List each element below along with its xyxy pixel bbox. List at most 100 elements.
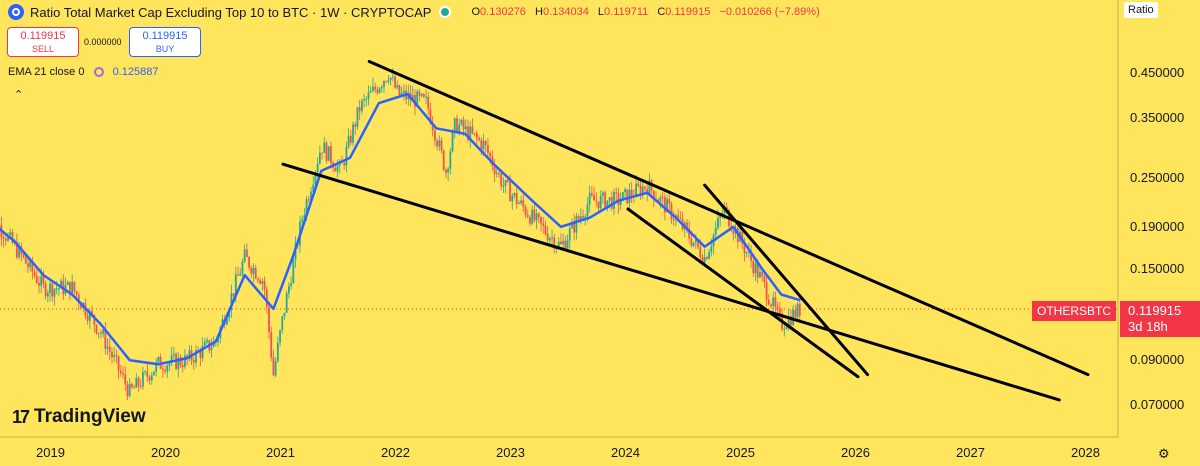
candle-body xyxy=(77,294,80,303)
x-tick-label: 2028 xyxy=(1071,445,1100,460)
candle-body xyxy=(172,354,175,356)
candle-body xyxy=(243,249,246,262)
candle-body xyxy=(124,374,127,385)
candle-body xyxy=(595,200,598,202)
candle-body xyxy=(442,150,445,170)
candle-body xyxy=(719,215,722,219)
chart-title[interactable]: Ratio Total Market Cap Excluding Top 10 … xyxy=(30,4,432,20)
candle-body xyxy=(420,94,423,96)
candle-body xyxy=(383,81,385,87)
candle-body xyxy=(177,357,180,370)
candle-body xyxy=(688,228,691,239)
price-axis-name[interactable]: Ratio xyxy=(1124,2,1158,18)
candle-body xyxy=(168,362,171,366)
candle-body xyxy=(756,263,759,278)
candle-body xyxy=(128,383,131,397)
candle-body xyxy=(106,346,109,349)
candle-body xyxy=(635,183,638,197)
candle-body xyxy=(796,303,799,318)
candle-body xyxy=(378,88,381,93)
ema-indicator-legend[interactable]: EMA 21 close 0 0.125887 xyxy=(8,66,158,78)
candle-body xyxy=(192,360,195,363)
candle-body xyxy=(568,228,571,241)
ema21-line[interactable] xyxy=(0,92,801,366)
candle-body xyxy=(352,124,354,143)
candle-body xyxy=(210,346,213,351)
collapse-legend-icon[interactable]: ⌃ xyxy=(14,89,24,101)
trendline-2[interactable] xyxy=(281,162,1061,402)
candle-body xyxy=(785,327,788,329)
candle-body xyxy=(697,239,699,247)
candle-body xyxy=(126,384,129,397)
candle-body xyxy=(743,243,746,254)
candle-body xyxy=(80,302,82,309)
candle-body xyxy=(22,254,25,257)
candle-body xyxy=(478,138,480,141)
candle-body xyxy=(97,332,100,334)
candle-body xyxy=(798,303,801,316)
candle-body xyxy=(285,293,288,313)
trendline-1[interactable] xyxy=(367,59,1090,377)
candle-body xyxy=(663,197,666,213)
candle-body xyxy=(509,181,511,202)
candle-body xyxy=(659,196,662,202)
market-status-icon[interactable] xyxy=(439,6,452,18)
candle-body xyxy=(250,267,253,274)
candle-body xyxy=(524,206,527,215)
candle-body xyxy=(416,91,419,107)
candle-body xyxy=(157,357,160,363)
candle-body xyxy=(321,152,323,154)
candle-body xyxy=(217,338,220,343)
x-tick-label: 2024 xyxy=(611,445,640,460)
candle-body xyxy=(179,357,182,366)
candle-body xyxy=(122,373,124,375)
last-price: 0.119915 xyxy=(1128,303,1182,318)
change-value: −0.010266 (−7.89%) xyxy=(719,6,820,18)
candle-body xyxy=(40,276,43,286)
candle-body xyxy=(487,144,489,153)
candle-body xyxy=(759,272,761,278)
candle-body xyxy=(230,293,233,311)
candle-body xyxy=(46,292,49,297)
candle-body xyxy=(661,196,664,198)
candle-body xyxy=(613,192,615,209)
candle-body xyxy=(310,191,312,200)
sell-button[interactable]: 0.119915 SELL xyxy=(7,27,79,57)
candle-body xyxy=(515,193,518,204)
candle-body xyxy=(142,372,144,387)
buy-button[interactable]: 0.119915 BUY xyxy=(129,27,201,57)
candle-body xyxy=(462,120,465,130)
candle-body xyxy=(292,259,295,284)
tradingview-logo[interactable]: 17 TradingView xyxy=(12,406,146,428)
candle-body xyxy=(438,140,441,147)
candle-body xyxy=(790,316,792,326)
last-price-tag: 0.119915 3d 18h xyxy=(1120,301,1200,337)
candle-body xyxy=(188,350,191,359)
candle-body xyxy=(754,263,757,274)
candle-body xyxy=(500,173,503,187)
candle-body xyxy=(776,306,779,309)
candle-body xyxy=(641,186,644,196)
candle-body xyxy=(239,273,242,276)
candle-body xyxy=(396,85,399,88)
candle-body xyxy=(652,190,655,200)
candle-body xyxy=(548,238,551,241)
candle-body xyxy=(584,216,587,218)
candle-body xyxy=(456,118,458,132)
candle-body xyxy=(387,80,390,82)
open-label: O xyxy=(471,6,481,18)
trendline-3[interactable] xyxy=(626,207,860,379)
y-tick-label: 0.090000 xyxy=(1130,352,1185,368)
candle-body xyxy=(380,86,383,89)
axis-settings-icon[interactable]: ⚙ xyxy=(1158,446,1170,461)
tradingview-mark-icon: 17 xyxy=(12,406,30,427)
candle-body xyxy=(150,375,153,381)
candle-body xyxy=(42,276,45,284)
candle-body xyxy=(747,251,750,253)
indicator-settings-icon[interactable] xyxy=(93,67,104,77)
candle-body xyxy=(376,89,379,93)
trendline-4[interactable] xyxy=(703,183,870,377)
candle-body xyxy=(201,345,204,358)
x-tick-label: 2021 xyxy=(266,445,295,460)
